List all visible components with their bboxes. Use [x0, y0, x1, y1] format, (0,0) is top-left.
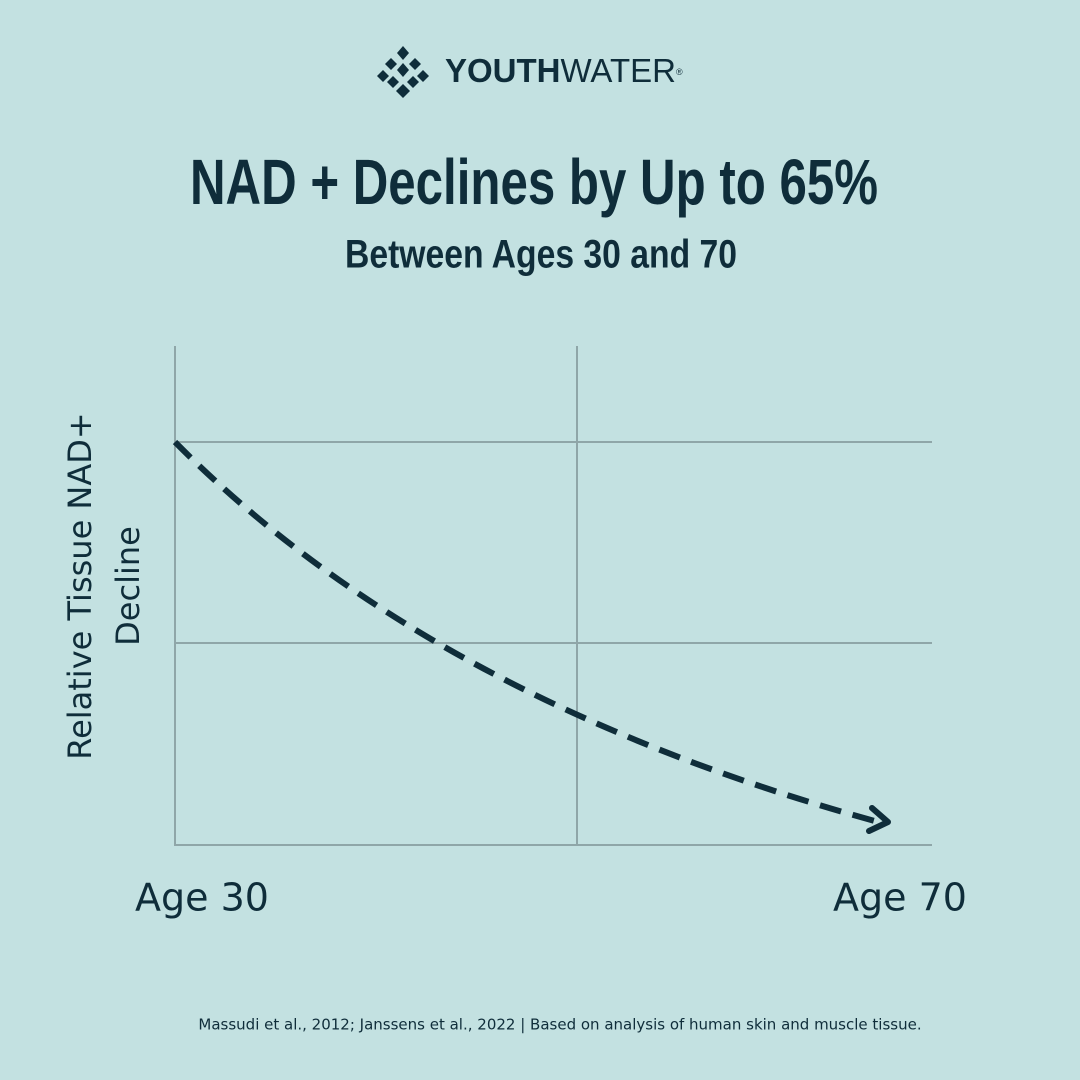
brand-name: YOUTHWATER® [445, 52, 683, 89]
title: NAD + Declines by Up to 65% [190, 146, 878, 218]
subtitle: Between Ages 30 and 70 [345, 233, 737, 277]
decline-curve [172, 439, 883, 826]
y-axis-label-line: Decline [109, 526, 147, 646]
brand-mark: ® [676, 67, 683, 77]
brand-light: WATER [561, 52, 676, 89]
x-label: Age 30 [135, 876, 269, 920]
y-axis-title: Relative Tissue NAD+ Decline [61, 412, 147, 759]
arrow-head [866, 805, 891, 834]
logo-icon [377, 46, 429, 98]
source-note: Massudi et al., 2012; Janssens et al., 2… [198, 1016, 921, 1034]
brand-bold: YOUTH [445, 52, 561, 89]
x-label: Age 70 [833, 876, 967, 920]
y-axis-label-line: Relative Tissue NAD+ [61, 412, 99, 759]
